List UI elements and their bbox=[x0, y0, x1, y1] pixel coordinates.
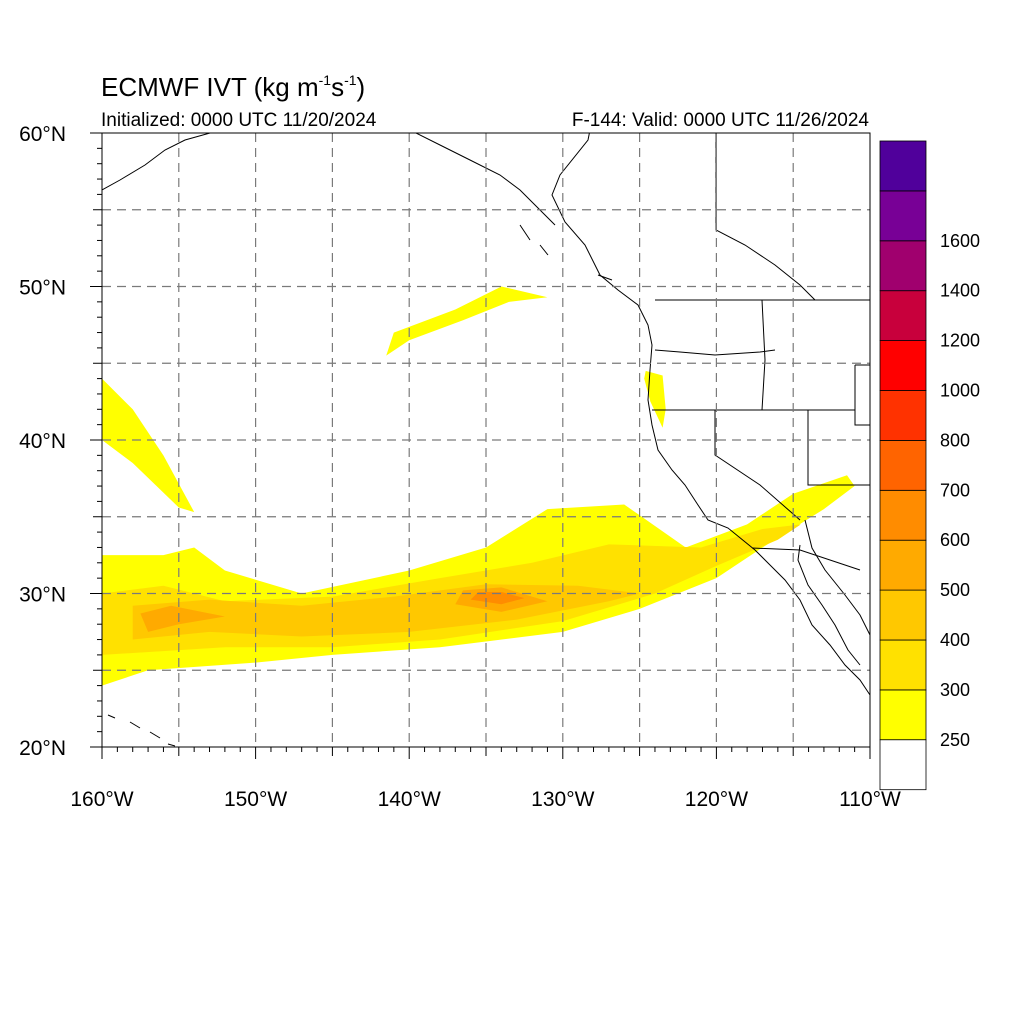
colorbar-swatch bbox=[879, 539, 927, 591]
map-title: ECMWF IVT (kg m-1s-1) bbox=[101, 72, 366, 102]
lon-label: 140°W bbox=[378, 788, 441, 811]
valid-time: F-144: Valid: 0000 UTC 11/26/2024 bbox=[571, 110, 869, 131]
colorbar-swatch bbox=[879, 190, 927, 242]
nevada-california-border bbox=[714, 410, 801, 521]
lat-label: 60°N bbox=[19, 123, 66, 146]
lon-label: 160°W bbox=[70, 788, 133, 811]
secondary-plume-northwest-level-250 bbox=[102, 378, 195, 513]
us-mexico-border bbox=[751, 547, 861, 571]
graticule bbox=[102, 133, 870, 747]
hawaiian-islands bbox=[107, 714, 176, 747]
colorbar-label: 1400 bbox=[940, 281, 980, 301]
nevada-arizona-border bbox=[807, 410, 870, 486]
colorbar-label: 1000 bbox=[940, 381, 980, 401]
baja-inner-coast bbox=[797, 544, 861, 666]
mountain-west-border bbox=[854, 364, 870, 426]
colorbar-swatch bbox=[879, 340, 927, 391]
colorbar-swatch bbox=[879, 589, 927, 641]
lat-label: 30°N bbox=[19, 584, 66, 607]
lon-label: 150°W bbox=[224, 788, 287, 811]
idaho-east-border bbox=[761, 299, 766, 411]
colorbar-swatch bbox=[879, 489, 927, 541]
colorbar-label: 800 bbox=[940, 430, 970, 450]
colorbar-label: 500 bbox=[940, 580, 970, 600]
colorbar-label: 250 bbox=[940, 730, 970, 750]
lon-label: 110°W bbox=[839, 788, 901, 811]
colorbar-swatch-below bbox=[879, 739, 927, 791]
colorbar-label: 400 bbox=[940, 630, 970, 650]
ivt-shading bbox=[102, 286, 855, 686]
colorbar-swatch bbox=[879, 290, 927, 342]
colorbar-label: 700 bbox=[940, 480, 970, 500]
main-atmospheric-river-level-500 bbox=[140, 605, 225, 632]
colorbar-label: 1200 bbox=[940, 331, 980, 351]
colorbar-swatch bbox=[879, 439, 927, 491]
bc-coastal-islands bbox=[519, 224, 613, 281]
gulf-of-california-coast bbox=[804, 519, 870, 636]
colorbar: 250 300 400 500 600 700 800 1000 1200 1400 1600 bbox=[879, 140, 980, 791]
axis-ticks bbox=[90, 132, 871, 759]
colorbar-label: 1600 bbox=[940, 231, 980, 251]
lon-label: 120°W bbox=[685, 788, 748, 811]
west-coast-coastline bbox=[551, 133, 870, 696]
lat-label: 20°N bbox=[19, 737, 66, 760]
colorbar-swatch bbox=[879, 639, 927, 691]
colorbar-label: 600 bbox=[940, 530, 970, 550]
colorbar-swatch bbox=[879, 140, 927, 192]
colorbar-swatch bbox=[879, 390, 927, 441]
coastal-plume-northern-california-level-250 bbox=[644, 370, 666, 428]
lon-label: 130°W bbox=[531, 788, 594, 811]
lat-label: 40°N bbox=[19, 430, 66, 453]
initialized-time: Initialized: 0000 UTC 11/20/2024 bbox=[101, 110, 377, 131]
coastlines-and-borders bbox=[102, 133, 870, 747]
main-atmospheric-river-level-600 bbox=[470, 592, 525, 605]
lat-label: 50°N bbox=[19, 277, 66, 300]
axis-labels: 60°N 50°N 40°N 30°N 20°N 160°W 150°W 140°W 130°W… bbox=[19, 123, 901, 811]
alaska-coast-northwest bbox=[102, 133, 211, 191]
colorbar-swatch bbox=[879, 240, 927, 292]
colorbar-label: 300 bbox=[940, 680, 970, 700]
colorbar-swatch bbox=[879, 689, 927, 741]
